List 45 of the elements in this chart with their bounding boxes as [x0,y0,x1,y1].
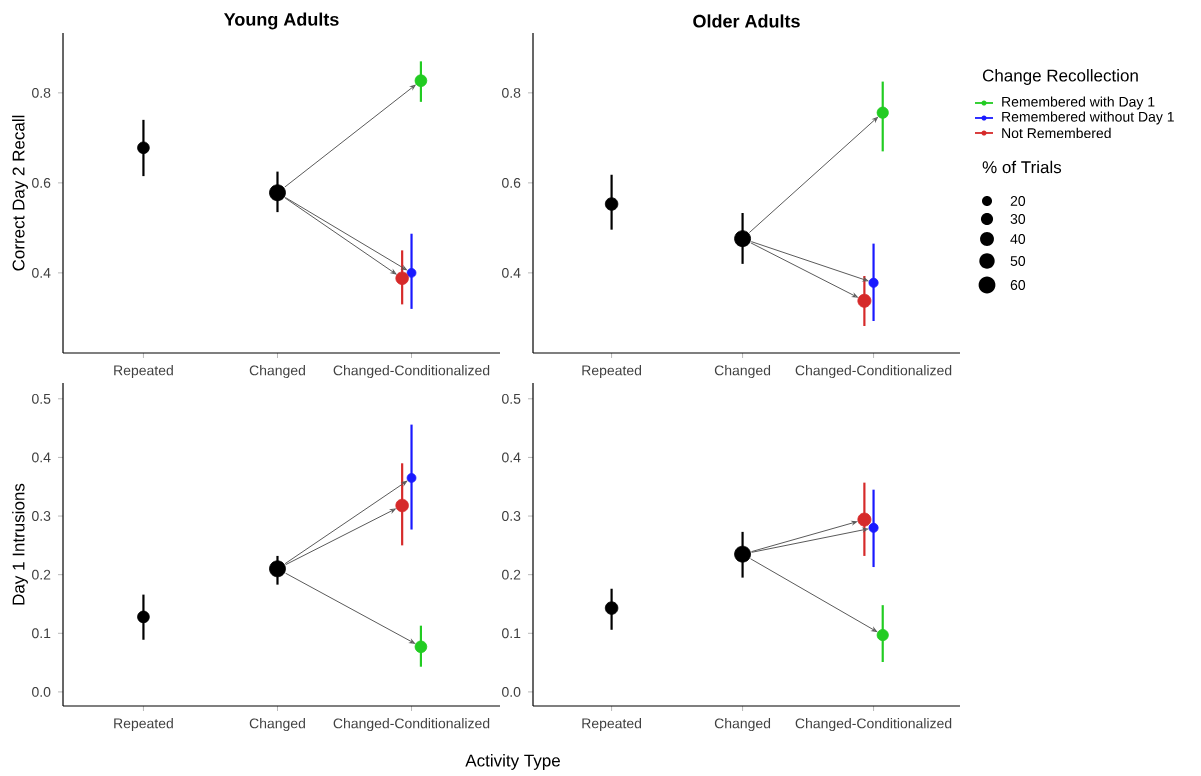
y-tick-label: 0.3 [32,511,51,521]
legend-label: 50 [1010,256,1026,266]
text: % of Trials [982,160,1062,174]
y-tick-label: 0.6 [502,177,521,188]
x-axis-title: Activity Type [465,754,560,770]
x-tick-label: Changed [249,718,305,732]
y-tick-label: 0.4 [32,452,51,463]
y-tick-label: 0.0 [502,686,521,697]
legend-label: 60 [1010,280,1026,290]
y-tick-label: 0.8 [32,87,51,98]
y-tick-label: 0.4 [502,267,521,278]
x-tick-label: Changed-Conditionalized [795,718,952,732]
y-tick-label: 0.6 [32,177,51,188]
y-axis-title: Correct Day 2 Recall [12,115,28,271]
y-axis-title: Day 1 Intrusions [12,483,28,605]
legend-label: Remembered without Day 1 [1002,111,1174,125]
y-tick-label: 0.0 [32,686,51,697]
legend-label: Remembered with Day 1 [1002,96,1155,110]
chart-title: Older Adults [693,14,800,28]
y-tick-label: 0.1 [502,628,521,639]
legend-label: 20 [1010,196,1026,206]
x-tick-label: Repeated [582,365,642,379]
x-tick-label: Repeated [582,718,642,732]
y-tick-label: 0.4 [32,267,51,278]
x-tick-label: Changed-Conditionalized [795,365,952,379]
legend-label: 40 [1010,234,1026,244]
y-tick-label: 0.8 [502,87,521,98]
y-tick-label: 0.4 [502,452,521,463]
x-tick-label: Changed-Conditionalized [333,365,490,379]
x-tick-label: Changed [714,718,771,732]
y-tick-label: 0.5 [502,393,521,404]
x-tick-label: Changed [714,365,771,379]
x-tick-label: Changed [249,365,305,379]
y-tick-label: 0.3 [502,511,521,521]
x-tick-label: Repeated [114,718,173,732]
legend-label: Not Remembered [1002,127,1111,139]
legend-title: Change Recollection [982,69,1138,85]
chart-title: Young Adults [224,12,339,30]
y-tick-label: 0.2 [32,569,51,580]
y-tick-label: 0.1 [32,628,51,639]
legend-label: 30 [1010,214,1026,224]
x-tick-label: Changed-Conditionalized [333,718,490,732]
y-tick-label: 0.2 [502,569,521,580]
x-tick-label: Repeated [114,365,173,379]
y-tick-label: 0.5 [32,393,51,404]
